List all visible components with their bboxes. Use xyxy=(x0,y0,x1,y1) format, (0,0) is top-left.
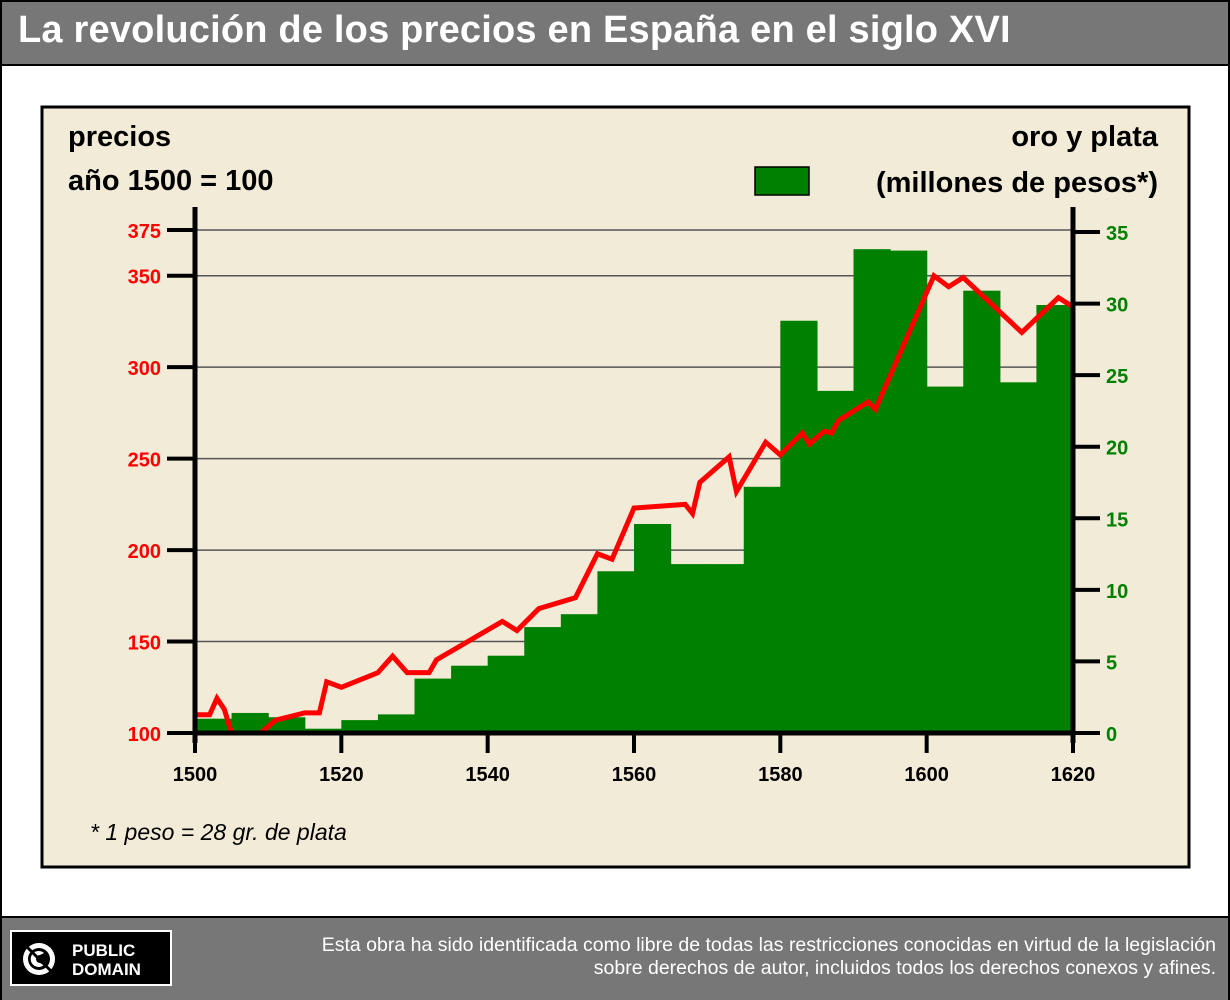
left-tick-label: 375 xyxy=(128,221,161,243)
bar xyxy=(231,712,269,733)
public-domain-label: PUBLIC DOMAIN xyxy=(72,941,141,979)
bar xyxy=(341,720,379,733)
bar-series xyxy=(195,249,1074,734)
left-tick-label: 350 xyxy=(128,267,161,289)
footer: PUBLIC DOMAIN Esta obra ha sido identifi… xyxy=(2,916,1228,1000)
right-tick-label: 10 xyxy=(1106,581,1128,603)
bar xyxy=(816,390,855,733)
right-tick-label: 20 xyxy=(1106,438,1128,460)
footnote: * 1 peso = 28 gr. de plata xyxy=(90,819,347,845)
bar xyxy=(963,290,1001,733)
legend-swatch xyxy=(754,166,810,196)
bar xyxy=(560,614,599,733)
public-domain-icon xyxy=(23,943,55,975)
page-title: La revolución de los precios en España e… xyxy=(18,9,1011,51)
bar xyxy=(890,250,928,733)
bar xyxy=(414,678,452,733)
right-axis-title: oro y plata xyxy=(1011,121,1159,153)
right-tick-label: 30 xyxy=(1106,295,1128,317)
x-tick-label: 1500 xyxy=(173,764,218,786)
price-series xyxy=(195,271,1075,736)
bar xyxy=(743,486,781,733)
legend-label: (millones de pesos*) xyxy=(876,167,1158,199)
bar xyxy=(853,249,891,734)
bar xyxy=(377,714,416,733)
price-line xyxy=(195,271,1075,736)
right-tick-label: 0 xyxy=(1106,724,1117,746)
bar xyxy=(1036,305,1074,733)
title-bar: La revolución de los precios en España e… xyxy=(2,2,1228,66)
x-tick-label: 1540 xyxy=(465,764,510,786)
x-tick-label: 1620 xyxy=(1051,764,1096,786)
bar xyxy=(926,386,964,733)
left-tick-label: 200 xyxy=(128,541,161,563)
license-text: Esta obra ha sido identificada como libr… xyxy=(321,934,1216,979)
bar xyxy=(634,524,672,733)
bar xyxy=(780,320,818,733)
right-tick-label: 15 xyxy=(1106,509,1128,531)
x-tick-label: 1560 xyxy=(612,764,657,786)
left-axis-title-1: precios xyxy=(68,121,171,153)
right-tick-label: 25 xyxy=(1106,366,1128,388)
bar xyxy=(670,564,708,733)
bar xyxy=(597,571,635,733)
left-tick-label: 100 xyxy=(128,724,161,746)
bar xyxy=(195,718,233,733)
right-tick-label: 5 xyxy=(1106,652,1117,674)
bar xyxy=(999,382,1038,733)
left-axis-title-2: año 1500 = 100 xyxy=(68,165,274,197)
left-tick-label: 150 xyxy=(128,633,161,655)
left-tick-label: 300 xyxy=(128,358,161,380)
bar xyxy=(524,627,562,733)
x-tick-label: 1520 xyxy=(319,764,364,786)
public-domain-badge[interactable]: PUBLIC DOMAIN xyxy=(10,930,172,986)
right-tick-label: 35 xyxy=(1106,223,1128,245)
bar xyxy=(451,665,489,733)
bar xyxy=(487,655,525,733)
x-tick-label: 1580 xyxy=(758,764,803,786)
left-tick-label: 250 xyxy=(128,450,161,472)
bar xyxy=(707,564,745,733)
x-tick-label: 1600 xyxy=(904,764,949,786)
